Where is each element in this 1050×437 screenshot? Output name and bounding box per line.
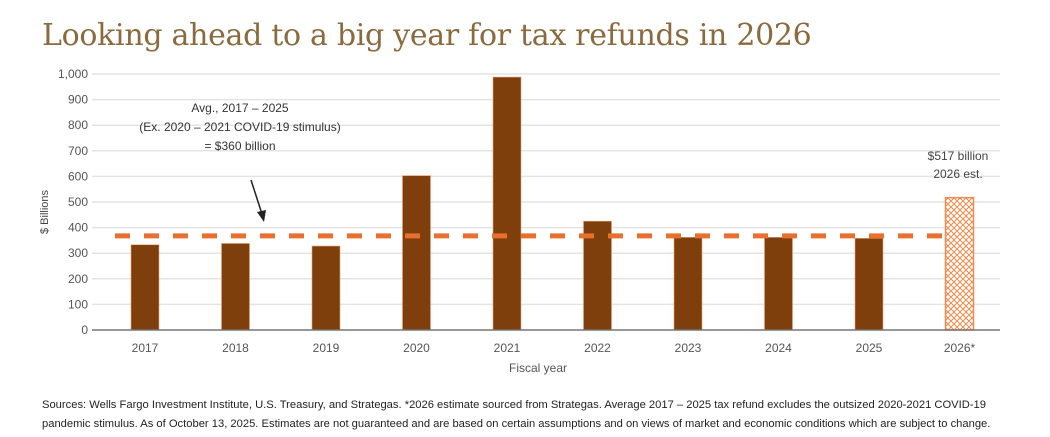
- bar: [854, 238, 884, 331]
- y-tick-label: 500: [68, 195, 88, 209]
- estimate-annotation: $517 billion: [928, 149, 989, 163]
- x-tick-label: 2024: [765, 341, 792, 355]
- x-tick-label: 2025: [856, 341, 883, 355]
- x-tick-label: 2026*: [944, 341, 976, 355]
- bar: [492, 76, 522, 331]
- chart-title: Looking ahead to a big year for tax refu…: [42, 18, 812, 53]
- bar: [673, 237, 703, 331]
- x-tick-label: 2017: [132, 341, 159, 355]
- bar: [221, 243, 250, 331]
- average-annotation: = $360 billion: [204, 139, 275, 153]
- y-axis-label: $ Billions: [39, 189, 51, 234]
- bar-chart: 0 100 200 300 400 500 600 700 800 900 1,000 $ Billi…: [39, 67, 1000, 375]
- bar: [764, 237, 793, 331]
- y-tick-label: 800: [68, 118, 88, 132]
- arrowhead-icon: [257, 210, 266, 222]
- average-annotation: (Ex. 2020 – 2021 COVID-19 stimulus): [139, 120, 340, 134]
- sources-note: Sources: Wells Fargo Investment Institut…: [42, 396, 1042, 434]
- y-tick-label: 0: [81, 323, 88, 337]
- x-tick-label: 2023: [675, 341, 702, 355]
- y-tick-label: 900: [68, 93, 88, 107]
- x-tick-label: 2020: [403, 341, 430, 355]
- y-tick-label: 300: [68, 246, 88, 260]
- y-tick-label: 200: [68, 272, 88, 286]
- sources-line-1: Sources: Wells Fargo Investment Institut…: [42, 399, 986, 411]
- x-axis-label: Fiscal year: [509, 361, 567, 375]
- x-tick-label: 2018: [222, 341, 249, 355]
- x-tick-label: 2021: [494, 341, 521, 355]
- y-tick-label: 600: [68, 169, 88, 183]
- bar: [583, 220, 612, 331]
- y-tick-label: 1,000: [58, 67, 88, 81]
- x-tick-label: 2019: [313, 341, 340, 355]
- y-tick-label: 100: [68, 297, 88, 311]
- average-annotation: Avg., 2017 – 2025: [191, 101, 289, 115]
- annotation-arrow: [250, 179, 263, 215]
- y-tick-label: 400: [68, 221, 88, 235]
- bar: [402, 175, 431, 331]
- bar-estimate: [944, 196, 975, 331]
- bar: [130, 244, 160, 331]
- x-tick-label: 2022: [584, 341, 611, 355]
- bar: [311, 245, 341, 331]
- estimate-annotation: 2026 est.: [933, 167, 982, 181]
- sources-line-2: pandemic stimulus. As of October 13, 202…: [42, 418, 991, 430]
- y-tick-label: 700: [68, 144, 88, 158]
